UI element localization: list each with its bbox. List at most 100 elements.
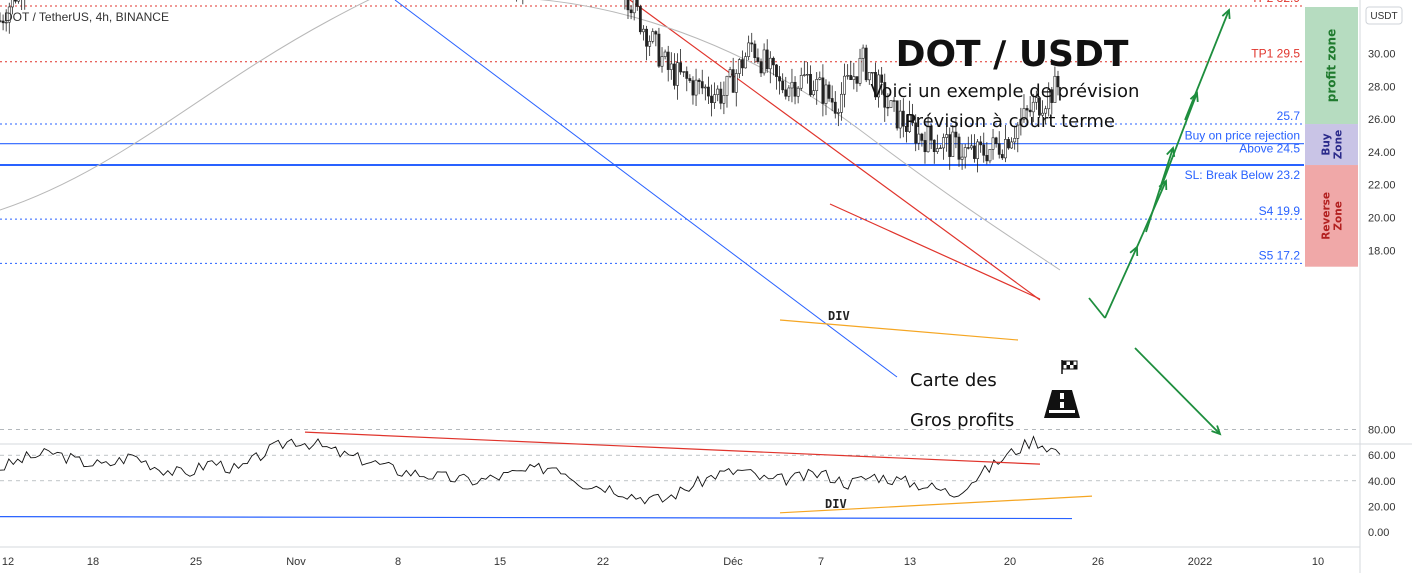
time-tick-label: 15 [494,556,506,568]
axes: 42.0040.0038.0036.0034.0032.0030.0028.00… [2,16,1396,568]
rsi-tick-label: 20.00 [1368,501,1396,513]
candle-body [905,125,908,132]
candle-body [864,47,868,81]
candle-body [793,81,797,97]
price-tick-label: 22.00 [1368,180,1396,192]
candle-body [796,87,800,97]
candle-body [880,74,884,83]
candle-body [787,87,791,97]
symbol-header: DOT / TetherUS, 4h, BINANCE [4,10,169,24]
level-label-4: TP1 29.5 [1251,47,1300,61]
time-tick-label: 18 [87,556,99,568]
candle-body [1050,89,1054,103]
candle-body [843,75,846,95]
candle-body [815,79,819,92]
arrow-down-head [1211,425,1222,436]
candle-body [818,77,822,80]
candle-body [703,86,707,89]
time-tick-label: 10 [1312,556,1324,568]
candles [0,0,1060,173]
candle-body [914,122,918,144]
candle-body [802,74,806,76]
rsi-tick-label: 40.00 [1368,476,1396,488]
candle-body [883,82,887,108]
level-label-9: S4 19.9 [1259,204,1301,218]
candle-body [979,141,983,146]
candle-body [700,81,704,89]
candle-body [973,145,976,159]
zone-reverse [1305,165,1358,267]
candle-body [14,0,17,2]
candle-body [824,84,828,104]
candle-body [849,75,853,80]
candle-body [1010,141,1013,149]
candle-body [737,59,741,74]
candle-body [790,81,794,89]
arrow-down [1134,347,1221,435]
candle-body [657,33,661,67]
candle-body [991,137,995,150]
candle-body [768,57,772,70]
promo-line-2: Gros profits [910,410,1014,431]
candle-body [920,133,924,141]
candle-body [836,112,840,114]
candle-body [725,75,729,96]
candle-body [728,69,732,77]
page-title: DOT / USDT [896,34,1129,75]
candle-body [833,101,837,114]
candle-body [666,51,670,70]
candle-body [1004,139,1007,159]
candle-body [771,57,775,66]
candle-body [642,28,645,33]
candle-body [722,95,726,104]
level-label-6: Buy on price rejection [1185,129,1300,143]
candle-body [694,79,698,96]
candle-body [744,56,747,69]
candle-body [1047,89,1051,110]
zone-profit [1305,7,1358,125]
candle-body [861,47,865,59]
div-label-price: DIV [828,309,850,323]
candle-body [985,155,989,162]
candle-body [710,95,713,103]
orange-divergence-line [779,319,1019,341]
candle-body [17,0,20,2]
candle-body [651,31,655,42]
candle-body [911,114,915,124]
zone-profit-label: profit zone [1325,29,1339,102]
price-tick-label: 18.00 [1368,245,1396,257]
candle-body [858,57,862,84]
candle-body [809,74,812,96]
candle-body [935,148,939,152]
red-trendline-inner [829,203,1041,300]
candle-body [1041,112,1044,116]
candle-body [976,141,979,159]
candle-body [806,74,809,76]
time-tick-label: 12 [2,556,14,568]
candle-body [7,6,11,23]
zone-reverse-label: Reverse [1321,192,1333,240]
time-tick-label: 25 [190,556,202,568]
currency-badge[interactable] [1365,6,1403,25]
candle-body [966,147,970,149]
level-lines [0,5,1304,264]
candle-body [957,136,961,160]
candle-body [799,75,803,89]
candle-body [632,0,636,14]
candle-body [663,51,667,57]
trendlines [0,0,1061,378]
price-tick-label: 30.00 [1368,49,1396,61]
candle-body [756,57,760,62]
zone-buy-label-2: Zone [1333,130,1345,159]
candle-body [1013,138,1017,143]
candle-body [895,100,899,129]
time-tick-label: 2022 [1188,556,1212,568]
rsi-blue-trendline [0,516,1073,520]
arrow-up-5 [1184,9,1230,121]
currency-badge-label: USDT [1370,11,1397,22]
candle-body [892,100,896,102]
candle-body [750,42,754,45]
time-tick-label: 13 [904,556,916,568]
